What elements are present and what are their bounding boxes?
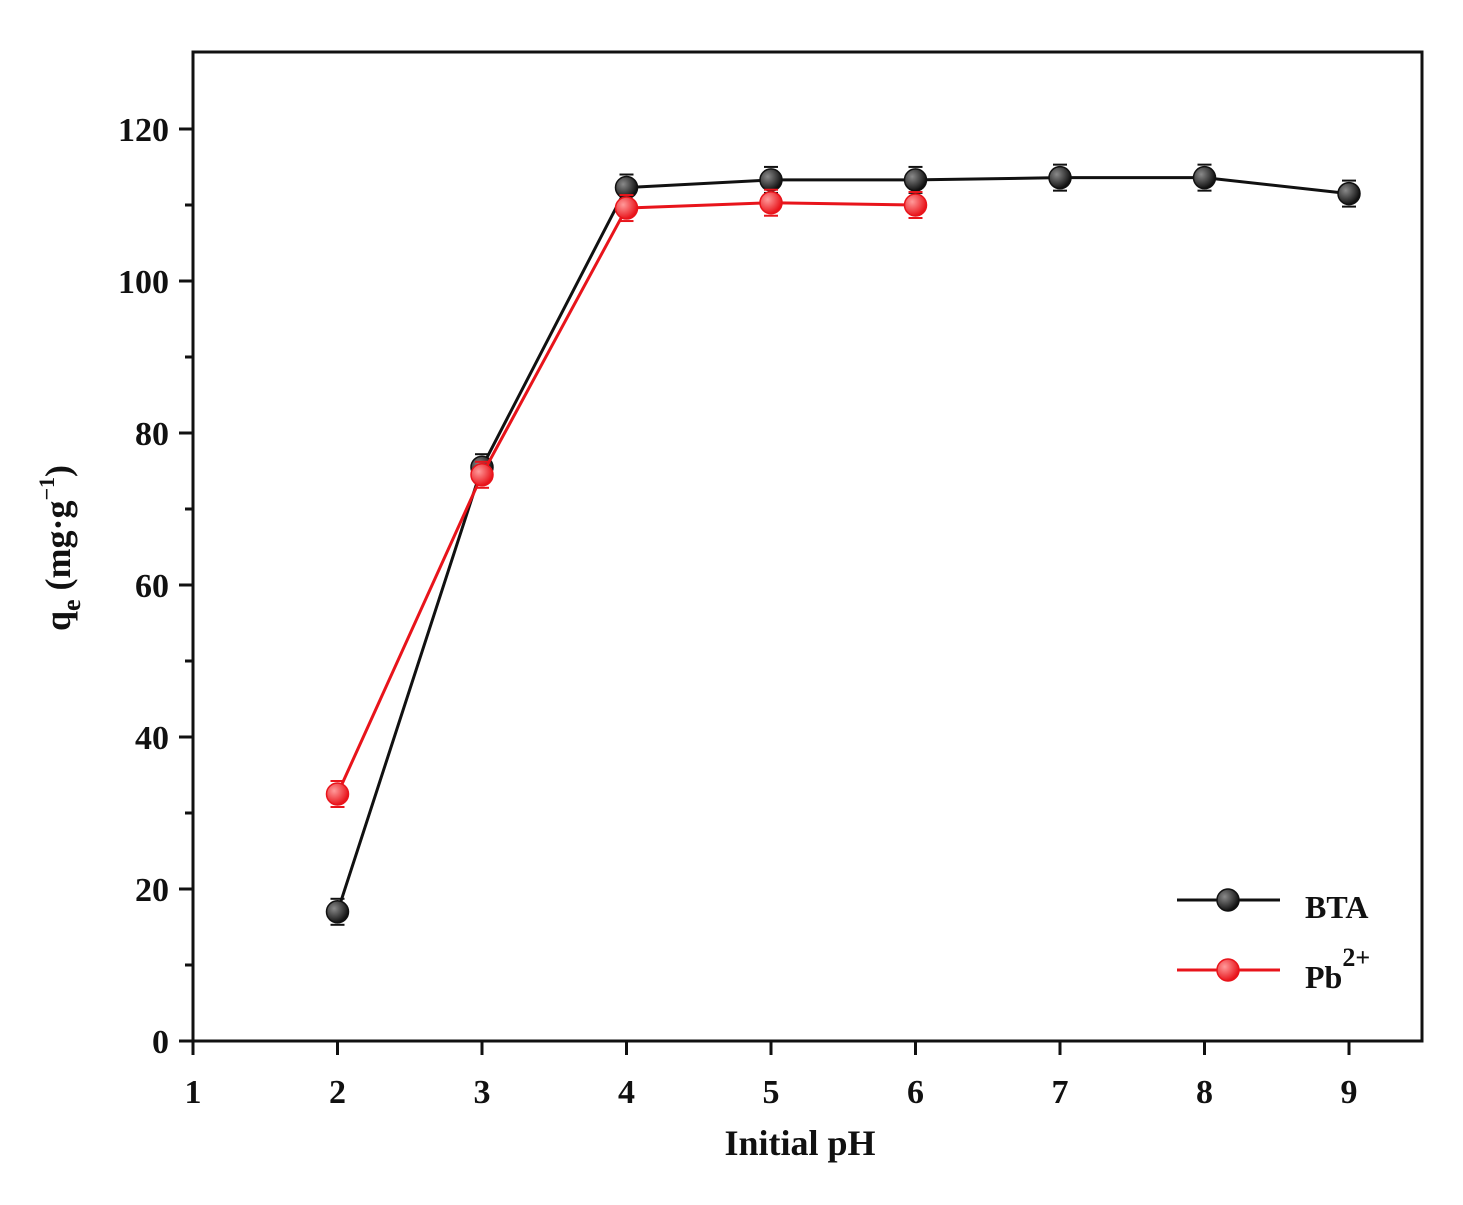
legend-label-sup-1: 2+: [1342, 943, 1370, 972]
series-0-point: [1192, 165, 1217, 190]
x-tick-label-2: 2: [329, 1074, 346, 1111]
legend-marker-1: [1216, 958, 1240, 982]
legend-label-base-0: BTA: [1305, 889, 1368, 925]
legend-marker-0: [1216, 888, 1240, 912]
x-tick-label-5: 5: [763, 1074, 780, 1111]
series-0-point: [903, 168, 928, 192]
x-tick-label-6: 6: [907, 1074, 924, 1111]
series-1-line: [336, 201, 916, 795]
x-tick-label-7: 7: [1052, 1074, 1069, 1111]
series-1-point: [903, 193, 928, 217]
series-0-point: [759, 168, 783, 192]
y-tick-label-120: 120: [118, 112, 169, 149]
legend-label-1: Pb2+: [1305, 943, 1370, 995]
y-tick-label-100: 100: [118, 264, 169, 301]
tick-labels: 1 2 3 4 5 6 7 8 9 0 20 40 60 80 100 120: [118, 112, 1358, 1111]
series-1-point: [470, 463, 494, 487]
y-tick-label-20: 20: [135, 872, 169, 909]
y-tick-label-60: 60: [135, 568, 169, 605]
legend-label-0: BTA: [1305, 889, 1368, 925]
y-axis-label-units-sup: −1: [34, 477, 59, 501]
x-tick-label-4: 4: [618, 1074, 635, 1111]
y-tick-label-80: 80: [135, 416, 169, 453]
plot-frame: [191, 50, 1424, 1043]
y-tick-label-40: 40: [135, 720, 169, 757]
y-axis-label: qe (mg·g−1): [34, 465, 86, 631]
y-axis-label-units: (mg·g: [38, 500, 78, 599]
x-tick-label-9: 9: [1341, 1074, 1358, 1111]
series-0-point: [325, 900, 350, 924]
series-1-point: [614, 196, 639, 220]
y-axis-label-sub: e: [57, 599, 86, 611]
x-tick-label-1: 1: [185, 1074, 202, 1111]
series-layer: [325, 163, 1361, 926]
series-1-point: [325, 782, 350, 806]
x-tick-label-8: 8: [1196, 1074, 1213, 1111]
x-tick-label-3: 3: [474, 1074, 491, 1111]
y-axis-label-units-close: ): [38, 465, 78, 477]
series-0-point: [1337, 181, 1361, 206]
legend-label-base-1: Pb: [1305, 959, 1342, 995]
legend: BTA Pb2+: [1177, 888, 1370, 995]
y-axis-label-main: q: [38, 611, 78, 631]
series-1-point: [759, 190, 783, 215]
y-tick-label-0: 0: [152, 1024, 169, 1061]
series-0-line: [336, 176, 1350, 913]
axis-ticks: [179, 127, 1351, 1055]
series-0-point: [1048, 165, 1072, 190]
x-axis-label: Initial pH: [724, 1123, 875, 1163]
